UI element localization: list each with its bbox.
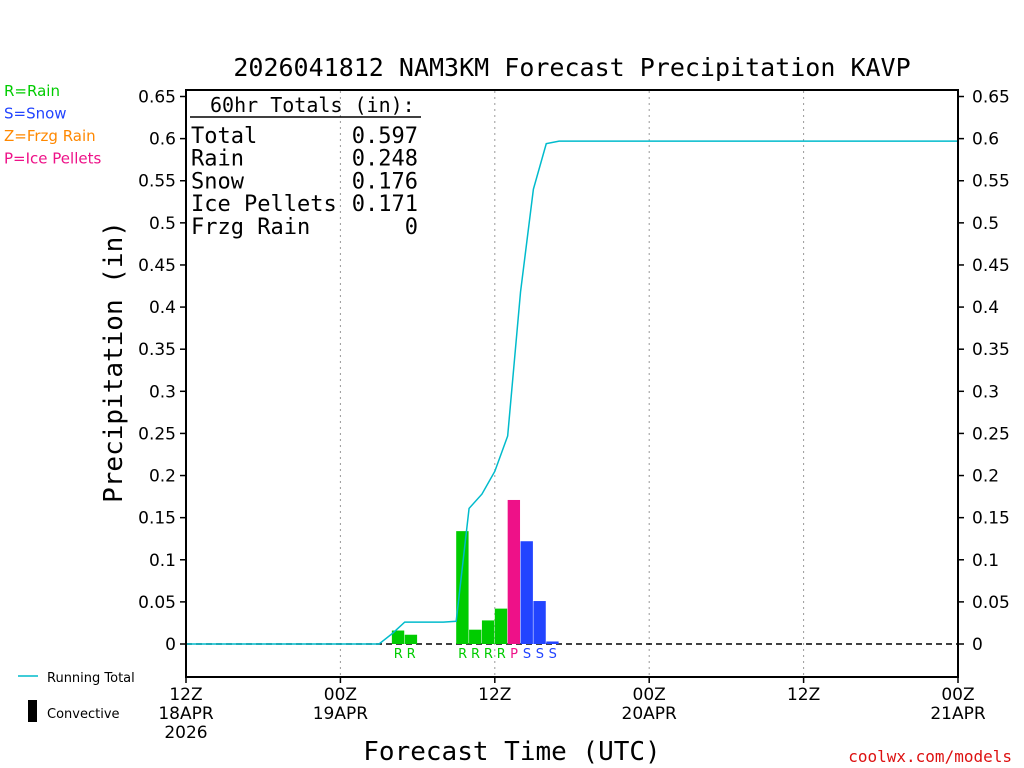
running-total-legend-label: Running Total xyxy=(47,671,135,686)
y-axis-right: 0 0.05 0.1 0.15 0.2 0.25 0.3 0.35 0.4 0.45 0.5 0.55… xyxy=(958,88,1010,655)
totals-row-value: 0 xyxy=(405,215,418,240)
x-tick-label: 19APR xyxy=(313,704,369,724)
y-axis-label: Precipitation (in) xyxy=(99,221,129,503)
y-tick-label-left: 0.45 xyxy=(138,256,176,276)
precip-type-code: R xyxy=(497,647,506,662)
y-tick-label-left: 0.3 xyxy=(149,382,176,402)
convective-legend-swatch xyxy=(28,700,37,722)
y-tick-label-left: 0.2 xyxy=(149,467,176,487)
credit-text: coolwx.com/models xyxy=(848,747,1012,766)
precip-bar xyxy=(546,641,559,644)
precip-bar xyxy=(404,634,418,644)
totals-row-value: 0.248 xyxy=(352,147,418,172)
precip-bar xyxy=(520,541,533,644)
totals-heading: 60hr Totals (in): xyxy=(210,93,415,117)
totals-row-label: Snow xyxy=(191,169,245,194)
bottom-legend: Running Total Convective xyxy=(18,671,135,722)
plot-frame xyxy=(185,89,959,678)
y-tick-label-right: 0 xyxy=(972,635,983,655)
y-tick-label-left: 0.55 xyxy=(138,172,176,192)
precip-type-code: R xyxy=(407,647,416,662)
precip-type-code: S xyxy=(549,647,557,662)
x-tick-label: 12Z xyxy=(787,685,820,705)
y-tick-label-right: 0.55 xyxy=(972,172,1010,192)
precip-bar xyxy=(481,620,495,644)
y-tick-label-right: 0.2 xyxy=(972,467,999,487)
precip-type-code: P xyxy=(510,647,518,662)
y-tick-label-right: 0.3 xyxy=(972,382,999,402)
y-tick-label-right: 0.1 xyxy=(972,551,999,571)
precip-type-code: R xyxy=(394,647,403,662)
x-tick-label: 2026 xyxy=(164,723,207,743)
vertical-gridlines xyxy=(339,91,805,676)
running-total-line xyxy=(186,140,958,645)
y-tick-label-right: 0.6 xyxy=(972,130,999,150)
x-axis-label: Forecast Time (UTC) xyxy=(363,737,660,767)
y-tick-label-right: 0.25 xyxy=(972,424,1010,444)
type-legend-item: S=Snow xyxy=(4,105,67,123)
precip-type-code: R xyxy=(458,647,467,662)
type-legend-item: R=Rain xyxy=(4,82,60,100)
y-tick-label-right: 0.35 xyxy=(972,340,1010,360)
y-tick-label-left: 0.25 xyxy=(138,424,176,444)
convective-legend-label: Convective xyxy=(47,707,120,722)
x-tick-label: 00Z xyxy=(941,685,974,705)
precip-bar xyxy=(507,499,521,644)
x-tick-label: 12Z xyxy=(169,685,202,705)
totals-row-value: 0.597 xyxy=(352,124,418,149)
totals-row-label: Ice Pellets xyxy=(191,192,337,217)
y-axis-left: 0 0.05 0.1 0.15 0.2 0.25 0.3 0.35 0.4 0.45 0.5 0.55… xyxy=(138,88,186,655)
y-tick-label-left: 0.6 xyxy=(149,130,176,150)
totals-rows: Total 0.597 Rain 0.248 Snow 0.176 Ice Pellets 0… xyxy=(191,124,418,240)
y-tick-label-right: 0.45 xyxy=(972,256,1010,276)
totals-row-value: 0.171 xyxy=(352,192,418,217)
y-tick-label-left: 0 xyxy=(165,635,176,655)
precip-bar xyxy=(391,630,405,644)
x-tick-label: 00Z xyxy=(633,685,666,705)
totals-box: 60hr Totals (in): Total 0.597 Rain 0.248 Sno… xyxy=(190,93,421,240)
y-tick-label-right: 0.05 xyxy=(972,593,1010,613)
y-tick-label-right: 0.4 xyxy=(972,298,999,318)
precip-type-code: S xyxy=(523,647,531,662)
x-tick-label: 20APR xyxy=(622,704,678,724)
y-tick-label-left: 0.1 xyxy=(149,551,176,571)
totals-row-value: 0.176 xyxy=(352,169,418,194)
precip-type-code: S xyxy=(536,647,544,662)
y-tick-label-left: 0.4 xyxy=(149,298,176,318)
chart-title: 2026041812 NAM3KM Forecast Precipitation… xyxy=(233,53,910,82)
precip-bar xyxy=(456,531,469,644)
y-tick-label-left: 0.35 xyxy=(138,340,176,360)
precip-bar xyxy=(494,608,508,644)
precip-type-code: R xyxy=(471,647,480,662)
y-tick-label-left: 0.15 xyxy=(138,509,176,529)
precip-bar xyxy=(533,601,546,644)
totals-row-label: Frzg Rain xyxy=(191,215,310,240)
y-tick-label-left: 0.5 xyxy=(149,214,176,234)
y-tick-label-left: 0.65 xyxy=(138,88,176,108)
type-legend-item: P=Ice Pellets xyxy=(4,150,101,168)
type-legend-item: Z=Frzg Rain xyxy=(4,127,96,145)
y-tick-label-left: 0.05 xyxy=(138,593,176,613)
precip-type-code: R xyxy=(484,647,493,662)
totals-row-label: Total xyxy=(191,124,257,149)
x-tick-label: 00Z xyxy=(324,685,357,705)
y-tick-label-right: 0.15 xyxy=(972,509,1010,529)
x-tick-label: 18APR xyxy=(158,704,214,724)
precip-bar xyxy=(469,629,482,644)
bars-layer xyxy=(391,499,559,644)
y-tick-label-right: 0.65 xyxy=(972,88,1010,108)
x-tick-label: 21APR xyxy=(930,704,986,724)
y-tick-label-right: 0.5 xyxy=(972,214,999,234)
totals-row-label: Rain xyxy=(191,147,244,172)
type-legend: R=Rain S=Snow Z=Frzg Rain P=Ice Pellets xyxy=(4,82,101,168)
x-tick-label: 12Z xyxy=(478,685,511,705)
